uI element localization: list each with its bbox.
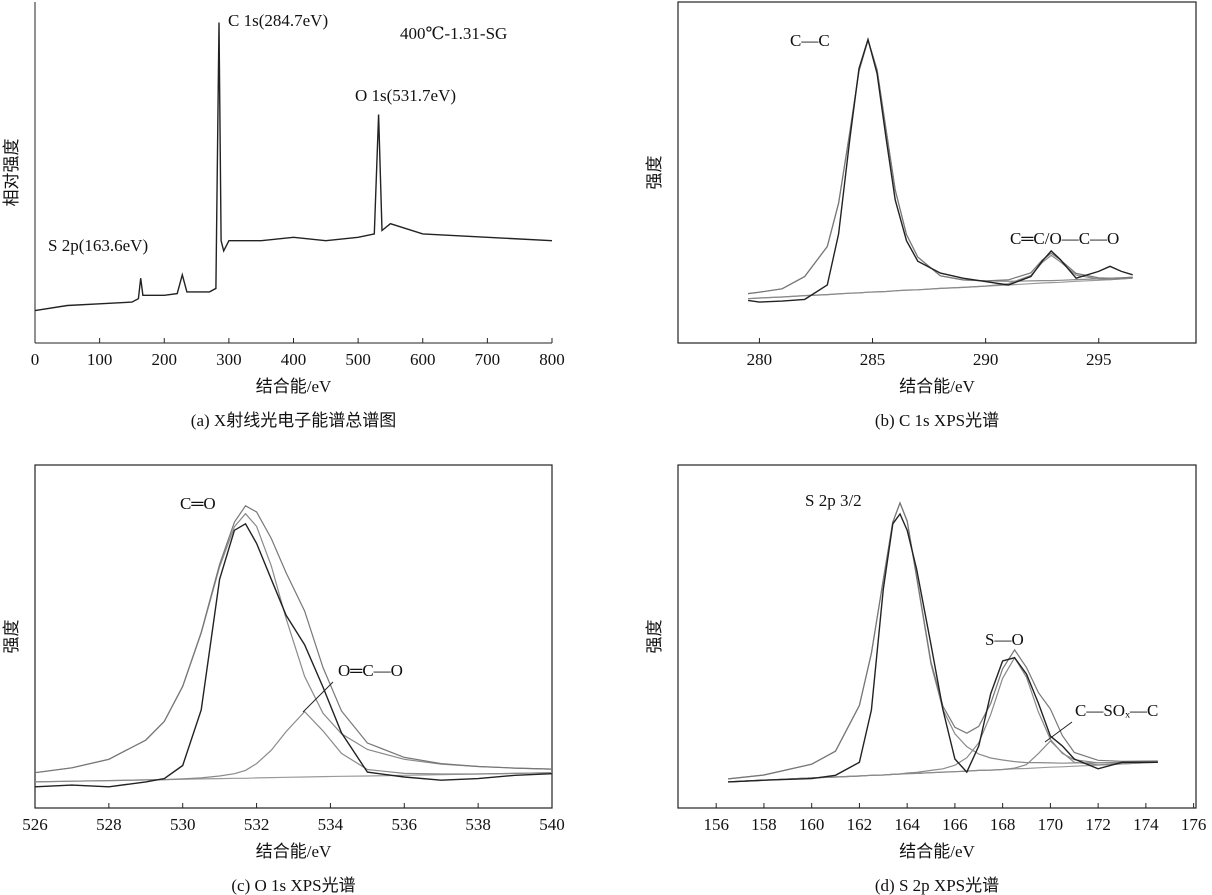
- y-axis-label: 相对强度: [2, 139, 21, 207]
- annotation: C—C: [790, 31, 830, 50]
- x-tick-label: 158: [751, 815, 777, 834]
- spectrum-line: [34, 710, 553, 783]
- x-tick-label: 200: [152, 350, 178, 369]
- x-tick-label: 172: [1085, 815, 1111, 834]
- x-tick-label: 532: [244, 815, 270, 834]
- annotation: O═C—O: [338, 661, 403, 680]
- leader-line: [1044, 721, 1073, 743]
- x-tick-label: 538: [465, 815, 491, 834]
- x-tick-label: 176: [1181, 815, 1207, 834]
- x-tick-label: 800: [539, 350, 565, 369]
- plot-frame: [34, 464, 553, 809]
- spectrum-line: [728, 740, 1158, 783]
- spectrum-line: [728, 501, 1158, 780]
- annotation: S 2p 3/2: [805, 491, 862, 510]
- spectrum-line: [748, 37, 1133, 295]
- y-axis-label: 强度: [645, 620, 664, 654]
- x-tick-label: 0: [31, 350, 40, 369]
- annotation: C 1s(284.7eV): [228, 11, 328, 30]
- annotation: 400℃-1.31-SG: [400, 24, 507, 43]
- x-tick-label: 285: [860, 350, 886, 369]
- caption: (d) S 2p XPS光谱: [875, 876, 999, 895]
- annotation: S—O: [985, 630, 1024, 649]
- x-tick-label: 300: [216, 350, 242, 369]
- x-tick-label: 100: [87, 350, 113, 369]
- x-tick-label: 160: [799, 815, 825, 834]
- x-tick-label: 174: [1133, 815, 1159, 834]
- spectrum-line: [34, 512, 553, 774]
- x-tick-label: 500: [345, 350, 371, 369]
- caption: (b) C 1s XPS光谱: [875, 411, 999, 430]
- x-tick-label: 536: [392, 815, 418, 834]
- x-tick-label: 168: [990, 815, 1016, 834]
- spectrum-line: [34, 22, 553, 312]
- annotation: C═O: [180, 494, 216, 513]
- spectrum-line: [747, 36, 1133, 303]
- x-tick-label: 530: [170, 815, 196, 834]
- spectrum-line: [748, 254, 1133, 300]
- x-tick-label: 164: [894, 815, 920, 834]
- x-tick-label: 156: [703, 815, 729, 834]
- caption: (c) O 1s XPS光谱: [231, 876, 355, 895]
- x-tick-label: 295: [1086, 350, 1112, 369]
- x-tick-label: 170: [1038, 815, 1064, 834]
- spectrum-line: [728, 512, 1158, 783]
- annotation: O 1s(531.7eV): [355, 86, 456, 105]
- spectrum-line: [34, 505, 553, 774]
- x-tick-label: 400: [281, 350, 307, 369]
- x-axis-label: 结合能/eV: [256, 842, 332, 861]
- x-tick-label: 166: [942, 815, 968, 834]
- x-tick-label: 534: [318, 815, 344, 834]
- caption: (a) X射线光电子能谱总谱图: [191, 411, 396, 430]
- leader-line: [302, 681, 334, 713]
- annotation: C—SOₓ—C: [1075, 701, 1158, 720]
- x-tick-label: 528: [96, 815, 122, 834]
- x-tick-label: 540: [539, 815, 565, 834]
- x-tick-label: 162: [847, 815, 873, 834]
- spectrum-line: [728, 501, 1158, 780]
- plot-frame: [677, 1, 1197, 344]
- x-tick-label: 280: [747, 350, 773, 369]
- y-axis-label: 强度: [645, 156, 664, 190]
- x-axis-label: 结合能/eV: [899, 377, 975, 396]
- x-tick-label: 700: [475, 350, 501, 369]
- x-axis-label: 结合能/eV: [899, 842, 975, 861]
- x-tick-label: 526: [22, 815, 48, 834]
- spectrum-line: [748, 37, 1133, 295]
- x-axis-label: 结合能/eV: [256, 377, 332, 396]
- annotation: S 2p(163.6eV): [48, 236, 148, 255]
- y-axis-label: 强度: [2, 620, 21, 654]
- plot-frame: [677, 464, 1197, 809]
- x-tick-label: 290: [973, 350, 999, 369]
- annotation: C═C/O—C—O: [1010, 229, 1119, 248]
- x-tick-label: 600: [410, 350, 436, 369]
- spectrum-line: [34, 522, 553, 788]
